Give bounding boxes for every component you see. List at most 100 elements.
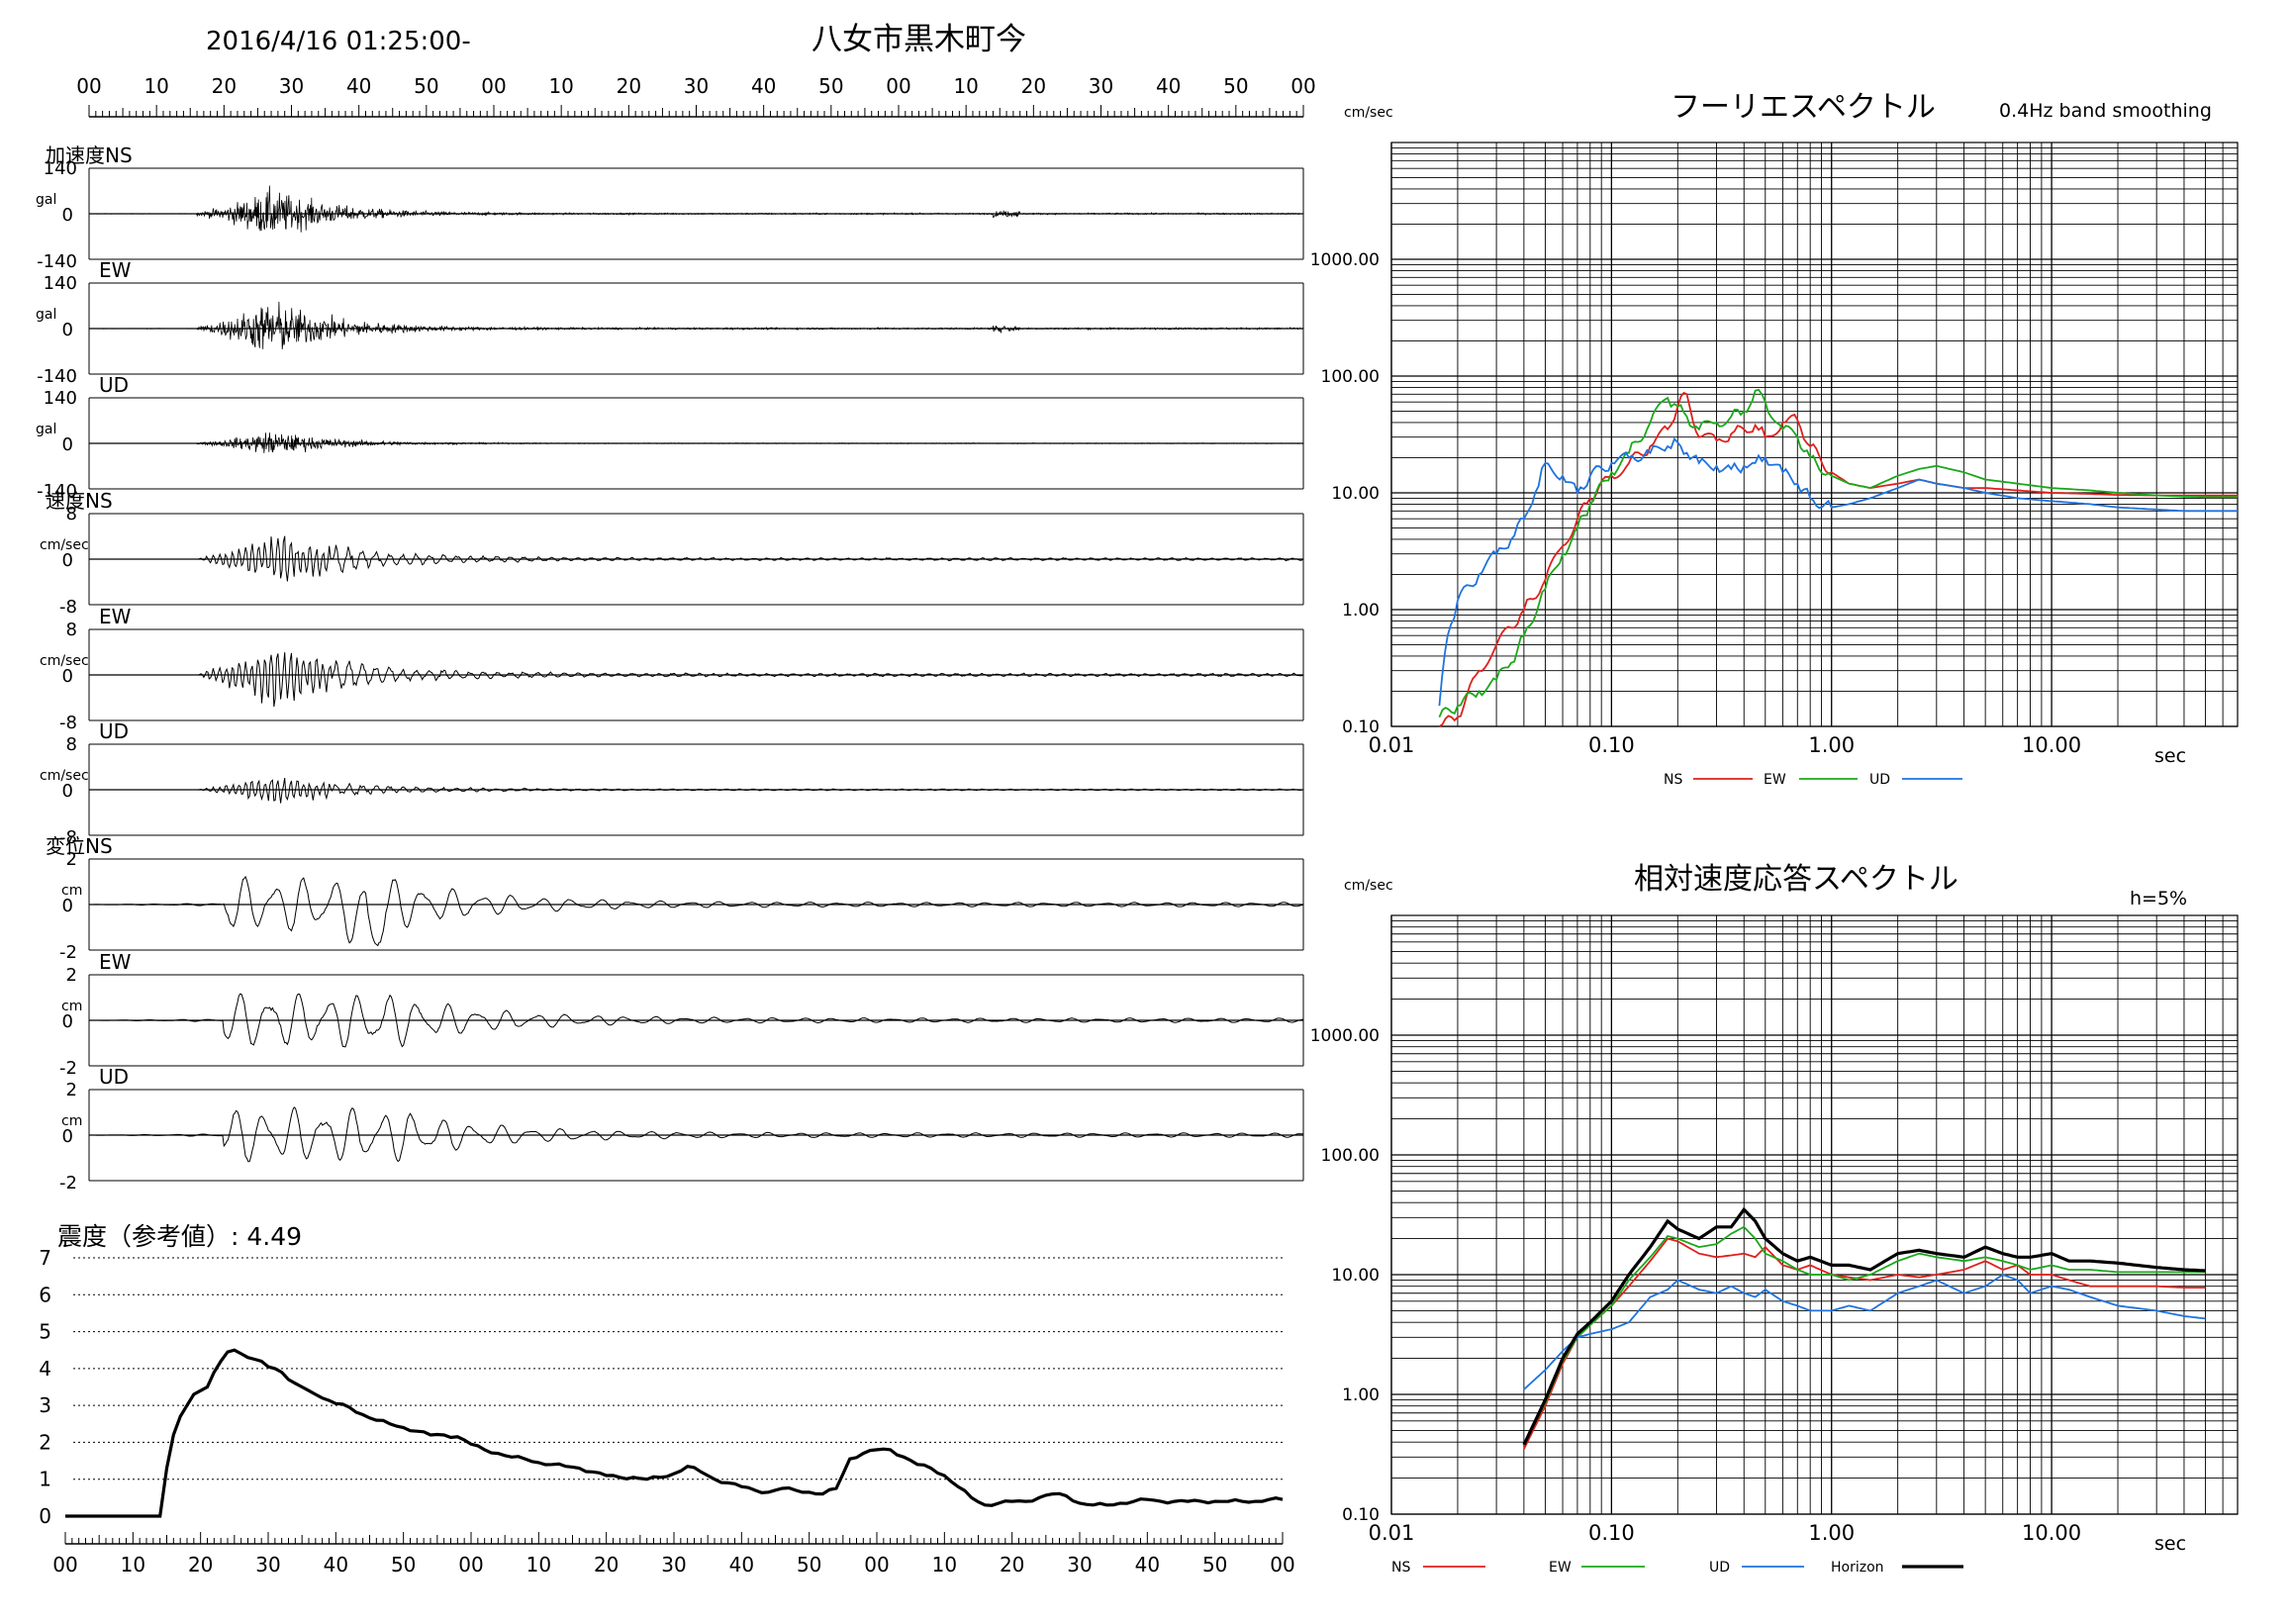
spectrum-series-ew — [1438, 388, 2238, 718]
spectrum-legend-label: UD — [1709, 1560, 1730, 1576]
panel-unit-label: cm/sec — [40, 768, 89, 784]
intensity-x-tick-label: 10 — [121, 1553, 145, 1576]
panel-min-label: -2 — [59, 1058, 77, 1079]
panel-min-label: -140 — [37, 366, 77, 387]
spectrum-y-tick-label: 1000.00 — [1310, 250, 1380, 270]
panel-component-label: EW — [99, 605, 132, 628]
spectrum-legend-label: Horizon — [1831, 1560, 1884, 1576]
spectrum-subtitle: 0.4Hz band smoothing — [1999, 100, 2212, 122]
spectrum-y-tick-label: 0.10 — [1342, 1505, 1380, 1525]
panel-max-label: 8 — [66, 734, 77, 755]
panel-zero-label: 0 — [62, 550, 73, 571]
panel-component-label: NS — [85, 489, 113, 513]
time-axis-top-label: 10 — [143, 74, 168, 98]
intensity-x-tick-label: 00 — [864, 1553, 889, 1576]
panel-zero-label: 0 — [62, 666, 73, 687]
panel-component-label: EW — [99, 258, 132, 282]
station-name: 八女市黒木町今 — [812, 22, 1026, 57]
panel-unit-label: cm — [61, 883, 82, 899]
intensity-y-tick-label: 3 — [39, 1393, 51, 1417]
intensity-x-tick-label: 30 — [1067, 1553, 1092, 1576]
spectrum-plot-frame — [1390, 142, 2239, 727]
intensity-y-tick-label: 7 — [39, 1246, 51, 1270]
intensity-x-tick-label: 40 — [729, 1553, 754, 1576]
time-axis-top-label: 50 — [818, 74, 843, 98]
fourier-spectrum-chart: フーリエスペクトル 0.4Hz band smoothing cm/sec sec 0.… — [1310, 90, 2239, 788]
spectrum-series-ns — [1438, 391, 2238, 727]
panel-unit-label: gal — [36, 422, 56, 437]
waveform-panel-acceleration-ew: EW 140 0 -140 gal — [36, 258, 1304, 387]
spectrum-y-tick-label: 1000.00 — [1310, 1026, 1380, 1046]
spectrum-x-tick-label: 0.01 — [1369, 1521, 1415, 1545]
report-datetime: 2016/4/16 01:25:00- — [206, 27, 471, 56]
time-axis-top-label: 20 — [1021, 74, 1046, 98]
panel-min-label: -140 — [37, 251, 77, 272]
spectrum-x-tick-label: 10.00 — [2022, 733, 2081, 757]
panel-unit-label: cm — [61, 999, 82, 1014]
waveform-panel-velocity-ns: 速度 NS 8 0 -8 cm/sec — [40, 489, 1304, 618]
intensity-y-tick-label: 0 — [39, 1504, 51, 1528]
spectrum-legend-label: NS — [1664, 772, 1682, 788]
waveform-panel-velocity-ud: UD 8 0 -8 cm/sec — [40, 719, 1304, 848]
waveform-trace — [89, 535, 1304, 582]
panel-max-label: 8 — [66, 504, 77, 525]
waveform-panel-displacement-ud: UD 2 0 -2 cm — [59, 1065, 1304, 1194]
time-axis-top-label: 30 — [1089, 74, 1113, 98]
spectrum-series-ud — [1523, 1273, 2206, 1390]
waveform-panels: 00 10 20 30 40 50 00 10 20 30 40 50 00 10 20 30 40 50 00加速… — [36, 74, 1316, 1194]
panel-unit-label: cm/sec — [40, 653, 89, 669]
panel-zero-label: 0 — [62, 434, 73, 455]
time-axis-top-label: 30 — [279, 74, 304, 98]
spectrum-y-tick-label: 100.00 — [1321, 367, 1380, 387]
intensity-y-tick-label: 6 — [39, 1283, 51, 1306]
spectrum-series-ns — [1523, 1237, 2206, 1450]
intensity-x-tick-label: 40 — [324, 1553, 348, 1576]
time-axis-top-label: 00 — [481, 74, 506, 98]
intensity-series-line — [65, 1348, 1284, 1518]
intensity-x-tick-label: 20 — [1000, 1553, 1024, 1576]
spectrum-series-ew — [1523, 1225, 2206, 1446]
time-axis-top-label: 40 — [751, 74, 776, 98]
time-axis-top-label: 00 — [1290, 74, 1315, 98]
panel-component-label: NS — [85, 834, 113, 858]
spectrum-y-tick-label: 10.00 — [1331, 1266, 1380, 1286]
spectrum-series-ud — [1438, 436, 2238, 707]
intensity-title: 震度（参考値）: 4.49 — [57, 1222, 302, 1251]
panel-min-label: -2 — [59, 942, 77, 963]
intensity-x-tick-label: 40 — [1135, 1553, 1160, 1576]
waveform-trace — [88, 432, 1304, 453]
waveform-panel-displacement-ew: EW 2 0 -2 cm — [59, 950, 1304, 1079]
panel-component-label: EW — [99, 950, 132, 974]
panel-zero-label: 0 — [62, 320, 73, 340]
intensity-x-tick-label: 10 — [932, 1553, 957, 1576]
panel-zero-label: 0 — [62, 896, 73, 916]
waveform-panel-acceleration-ns: 加速度 NS 140 0 -140 gal — [36, 143, 1304, 272]
intensity-x-tick-label: 20 — [188, 1553, 213, 1576]
waveform-trace — [89, 652, 1304, 708]
spectrum-x-tick-label: 0.01 — [1369, 733, 1415, 757]
spectrum-plot-frame — [1390, 914, 2239, 1515]
panel-min-label: -2 — [59, 1173, 77, 1194]
waveform-panel-displacement-ns: 変位 NS 2 0 -2 cm — [46, 834, 1304, 963]
spectrum-y-tick-label: 1.00 — [1342, 1385, 1380, 1405]
panel-unit-label: gal — [36, 192, 56, 208]
spectrum-title: 相対速度応答スペクトル — [1634, 862, 1958, 897]
intensity-x-tick-label: 00 — [1270, 1553, 1294, 1576]
waveform-panel-acceleration-ud: UD 140 0 -140 gal — [36, 373, 1304, 502]
intensity-x-tick-label: 20 — [594, 1553, 619, 1576]
panel-max-label: 8 — [66, 620, 77, 640]
intensity-y-tick-label: 4 — [39, 1357, 51, 1381]
panel-max-label: 2 — [66, 1080, 77, 1100]
spectrum-title: フーリエスペクトル — [1671, 90, 1936, 125]
panel-min-label: -8 — [59, 713, 77, 733]
waveform-trace — [89, 301, 1304, 349]
time-axis-top-label: 10 — [548, 74, 573, 98]
panel-unit-label: cm/sec — [40, 537, 89, 553]
spectrum-series-horizon — [1522, 1206, 2206, 1446]
time-axis-top-label: 30 — [684, 74, 709, 98]
panel-component-label: NS — [105, 143, 133, 167]
